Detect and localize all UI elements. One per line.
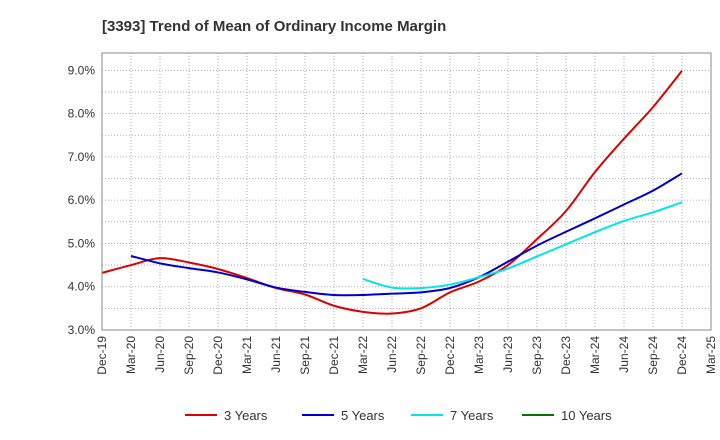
y-tick-label: 3.0% xyxy=(68,323,96,337)
x-tick-label: Sep-23 xyxy=(530,336,544,375)
x-tick-label: Mar-20 xyxy=(124,336,138,374)
x-tick-label: Jun-21 xyxy=(269,336,283,373)
series-line-7-years xyxy=(362,201,683,290)
x-tick-label: Mar-21 xyxy=(240,336,254,374)
legend-label-10-years: 10 Years xyxy=(561,408,612,423)
y-tick-label: 4.0% xyxy=(68,280,96,294)
series-line-3-years xyxy=(101,70,683,315)
legend: 3 Years 5 Years 7 Years 10 Years xyxy=(185,408,612,423)
y-tick-label: 6.0% xyxy=(68,193,96,207)
x-tick-label: Mar-25 xyxy=(704,336,718,374)
legend-label-3-years: 3 Years xyxy=(224,408,268,423)
x-tick-label: Jun-22 xyxy=(385,336,399,373)
x-tick-label: Dec-23 xyxy=(559,336,573,375)
y-tick-label: 9.0% xyxy=(68,63,96,77)
x-tick-label: Sep-21 xyxy=(298,336,312,375)
x-tick-label: Sep-20 xyxy=(182,336,196,375)
x-tick-label: Dec-20 xyxy=(211,336,225,375)
series-line-5-years xyxy=(130,172,683,297)
x-tick-label: Jun-20 xyxy=(153,336,167,373)
grid xyxy=(101,53,712,331)
x-tick-label: Dec-22 xyxy=(443,336,457,375)
x-tick-label: Mar-24 xyxy=(588,336,602,374)
x-tick-label: Mar-22 xyxy=(356,336,370,374)
plot-frame xyxy=(101,52,712,331)
x-tick-label: Mar-23 xyxy=(472,336,486,374)
y-axis-ticks: 3.0% 4.0% 5.0% 6.0% 7.0% 8.0% 9.0% xyxy=(68,63,96,337)
legend-label-5-years: 5 Years xyxy=(341,408,385,423)
legend-label-7-years: 7 Years xyxy=(450,408,494,423)
y-tick-label: 7.0% xyxy=(68,150,96,164)
x-tick-label: Sep-22 xyxy=(414,336,428,375)
x-tick-label: Sep-24 xyxy=(646,336,660,375)
chart-title: [3393] Trend of Mean of Ordinary Income … xyxy=(102,18,446,35)
x-tick-label: Jun-24 xyxy=(617,336,631,373)
x-axis-ticks: Dec-19 Mar-20 Jun-20 Sep-20 Dec-20 Mar-21 Jun-… xyxy=(95,336,718,375)
y-tick-label: 5.0% xyxy=(68,236,96,250)
x-tick-label: Dec-19 xyxy=(95,336,109,375)
y-tick-label: 8.0% xyxy=(68,107,96,121)
series-layer xyxy=(101,70,683,315)
x-tick-label: Dec-24 xyxy=(675,336,689,375)
x-tick-label: Jun-23 xyxy=(501,336,515,373)
x-tick-label: Dec-21 xyxy=(327,336,341,375)
